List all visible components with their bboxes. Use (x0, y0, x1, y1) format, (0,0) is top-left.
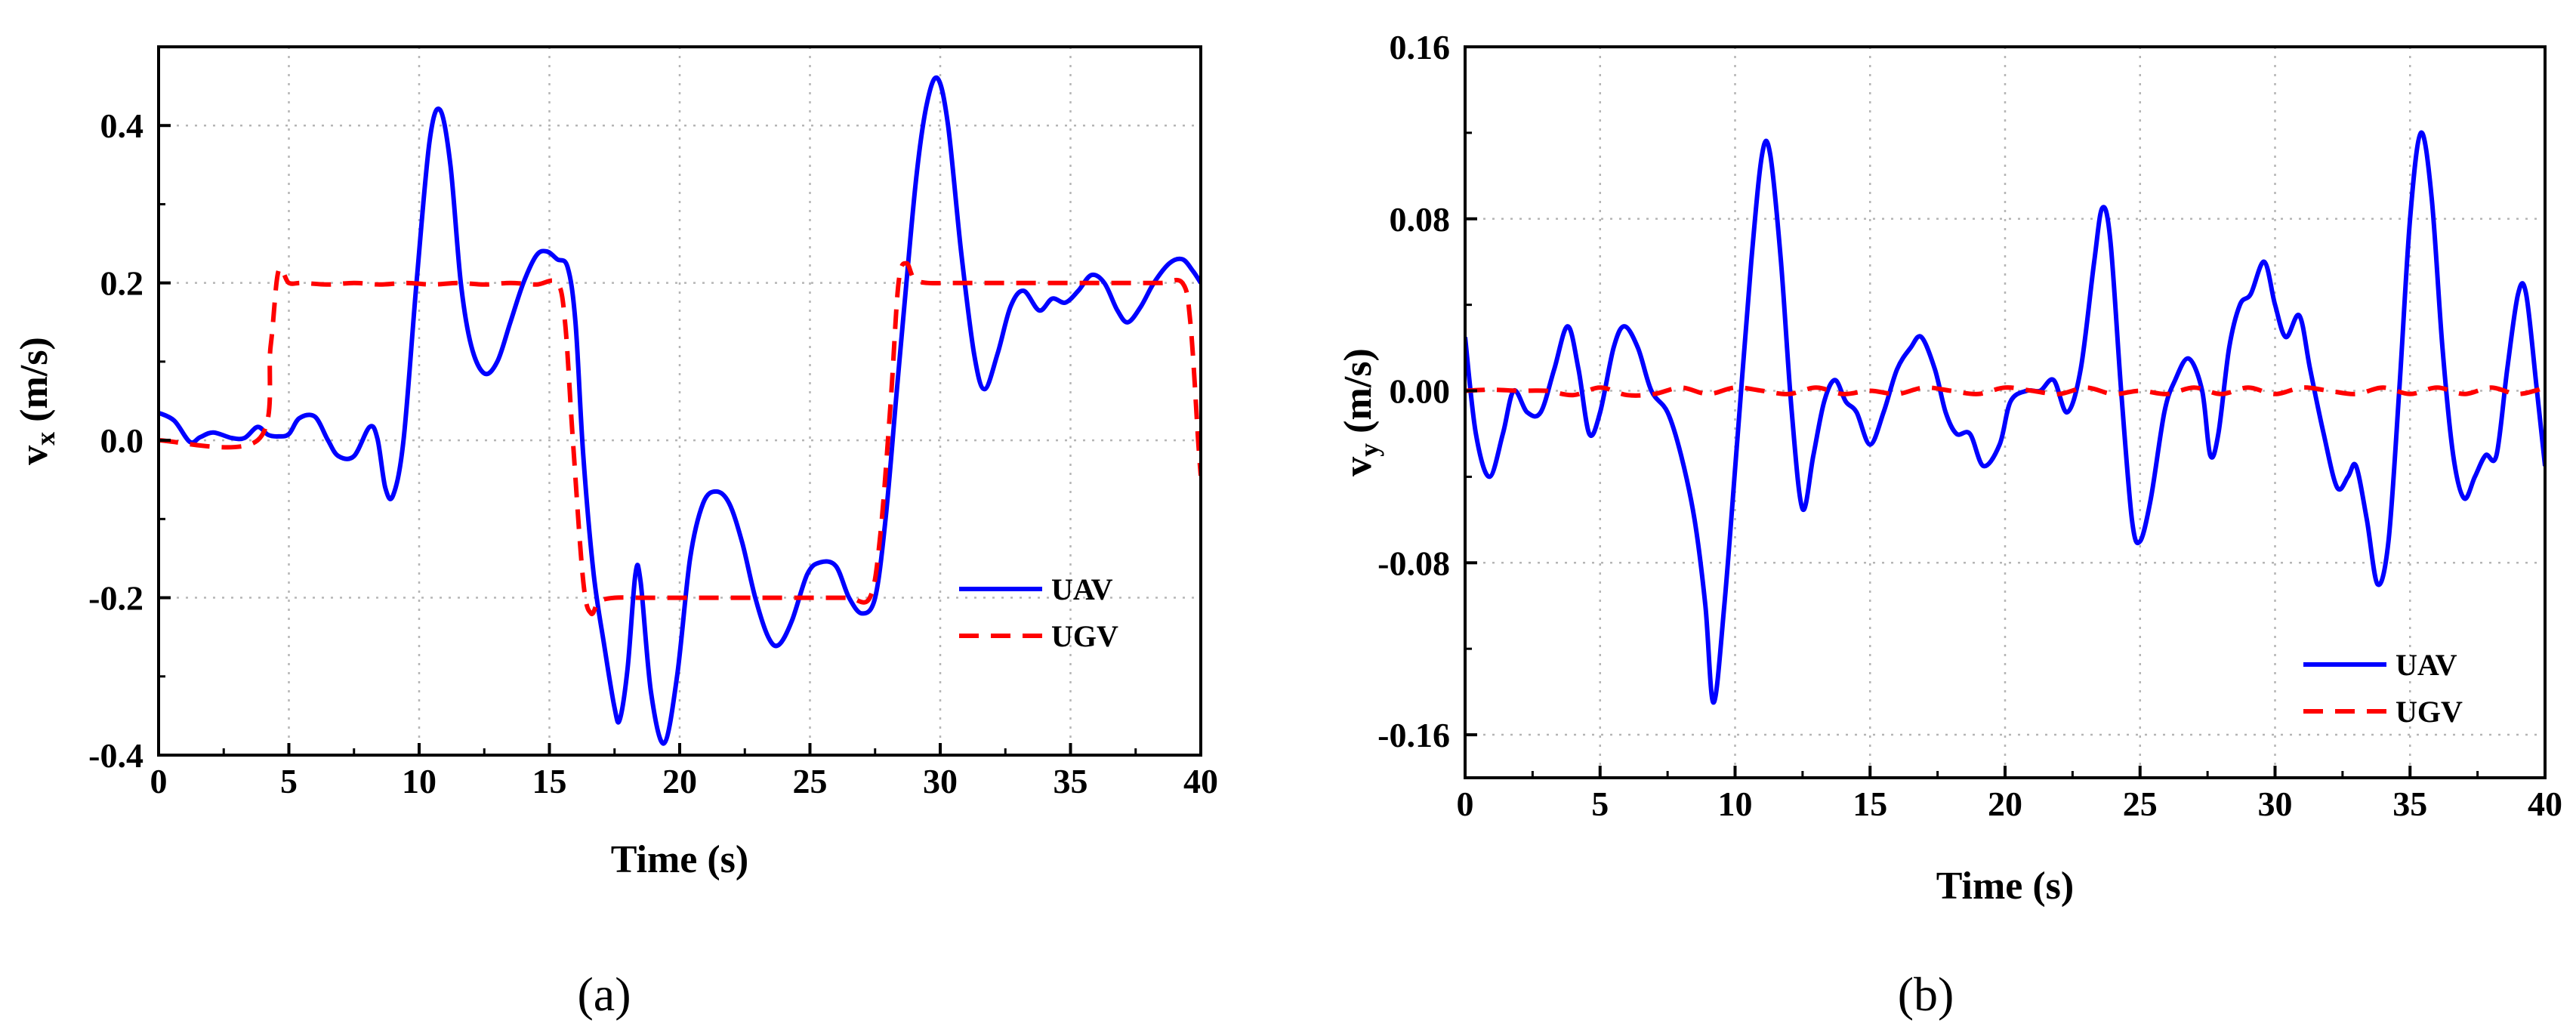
y-tick-label: 0.16 (1390, 28, 1451, 66)
x-tick-label: 0 (1457, 785, 1474, 823)
x-tick-label: 35 (2392, 785, 2427, 823)
x-tick-label: 5 (280, 762, 298, 800)
chart-panel-b: 0 5 10 15 20 25 30 35 40 -0.16 -0.08 0.00 0.08 0.16 Ti… (1337, 28, 2562, 1021)
x-tick-label: 10 (402, 762, 437, 800)
x-tick-label: 20 (662, 762, 697, 800)
panel-label: (a) (577, 967, 631, 1021)
x-tick-label: 0 (150, 762, 168, 800)
y-tick-label: -0.2 (88, 579, 143, 618)
x-tick-label: 40 (1183, 762, 1218, 800)
legend-label-ugv: UGV (2396, 695, 2463, 729)
x-tick-label: 25 (2123, 785, 2158, 823)
y-tick-label: -0.16 (1377, 716, 1450, 754)
series-line-ugv (1465, 385, 2545, 398)
y-tick-label: -0.4 (88, 736, 143, 775)
x-tick-label: 35 (1054, 762, 1088, 800)
y-tick-label: -0.08 (1377, 544, 1450, 582)
series-line-uav (159, 75, 1201, 746)
panel-label: (b) (1898, 967, 1954, 1021)
x-tick-label: 15 (532, 762, 567, 800)
x-tick-label: 5 (1591, 785, 1609, 823)
y-tick-label: 0.2 (100, 264, 144, 303)
x-tick-label: 25 (793, 762, 828, 800)
x-axis-title: Time (s) (611, 838, 748, 881)
x-tick-label: 10 (1718, 785, 1753, 823)
x-tick-label: 20 (1988, 785, 2022, 823)
y-tick-label: 0.00 (1390, 372, 1451, 411)
x-axis-title: Time (s) (1936, 865, 2074, 908)
y-tick-label: 0.0 (100, 421, 144, 460)
legend-label-uav: UAV (1051, 572, 1113, 606)
y-tick-label: 0.08 (1390, 200, 1451, 239)
x-tick-label: 15 (1853, 785, 1887, 823)
series-line-ugv (159, 261, 1201, 617)
legend-label-ugv: UGV (1051, 619, 1118, 653)
y-axis-title: vy (m/s) (1337, 348, 1384, 476)
x-tick-label: 40 (2528, 785, 2562, 823)
x-tick-label: 30 (923, 762, 958, 800)
y-axis-title: vx (m/s) (13, 337, 60, 465)
chart-panel-a: 0 5 10 15 20 25 30 35 40 -0.4 -0.2 0.0 0.2 0.4 Time (s… (13, 45, 1218, 1021)
y-tick-label: 0.4 (100, 106, 144, 145)
x-tick-label: 30 (2258, 785, 2293, 823)
legend-label-uav: UAV (2396, 648, 2457, 682)
series-line-uav (1465, 130, 2545, 705)
